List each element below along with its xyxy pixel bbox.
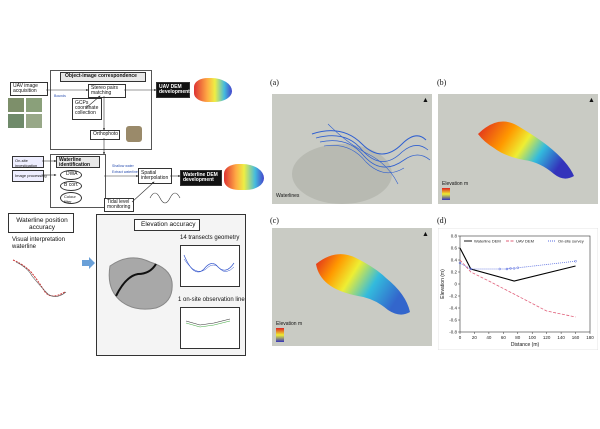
north-arrow-b: ▲ bbox=[588, 97, 595, 104]
waterline-dem-thumbnail bbox=[224, 164, 264, 190]
x-tick-label: 160 bbox=[572, 335, 580, 340]
panel-label-c: (c) bbox=[270, 216, 279, 225]
series-point bbox=[458, 261, 462, 265]
flow-note-extract: Extract waterline bbox=[112, 170, 138, 174]
y-tick-label: 0.6 bbox=[451, 246, 458, 251]
visual-bullet: Visual interpretation waterline bbox=[12, 237, 65, 250]
transects-bullet: 14 transects geometry bbox=[180, 235, 240, 241]
uav-dem-thumbnail bbox=[194, 78, 232, 102]
y-tick-label: 0.8 bbox=[451, 234, 458, 239]
series-line-2 bbox=[459, 260, 576, 270]
y-tick-label: 0.2 bbox=[451, 270, 458, 275]
waterlines-map bbox=[292, 123, 431, 204]
y-tick-label: -0.6 bbox=[449, 318, 457, 323]
y-tick-label: 0.4 bbox=[451, 258, 458, 263]
workflow-flowchart: Object-image correspondence UAV image ac… bbox=[0, 68, 280, 212]
uav-dem-box: UAV DEM development bbox=[156, 82, 190, 98]
series-point bbox=[574, 259, 577, 263]
series-point bbox=[469, 267, 473, 271]
y-tick-label: 0 bbox=[454, 282, 457, 287]
uav-acquisition-box: UAV image acquisition bbox=[10, 82, 48, 96]
elevation-profile-chart: 0 20 40 60 80 100 120 140 160 1800.80.60.40.20-0.… bbox=[438, 228, 598, 350]
onsite-bullet: 1 on-site observation line bbox=[178, 297, 245, 303]
map-panel-c: Elevation m ▲ bbox=[272, 228, 432, 346]
waterline-dem-box: Waterline DEM development bbox=[180, 170, 222, 186]
tidal-monitoring-box: Tidal level monitoring bbox=[104, 198, 134, 212]
waterlines-legend: Waterlines bbox=[276, 193, 300, 199]
uav-photo-1 bbox=[8, 98, 24, 112]
transects-chart-lines bbox=[183, 254, 235, 273]
x-tick-label: 100 bbox=[528, 335, 536, 340]
waterline-sketch bbox=[12, 259, 67, 297]
series-line-1 bbox=[459, 259, 576, 318]
y-axis-label: Elevation (m) bbox=[440, 269, 446, 299]
north-arrow-c: ▲ bbox=[422, 231, 429, 238]
series-line-0 bbox=[459, 247, 576, 282]
y-tick-label: -0.8 bbox=[449, 330, 457, 335]
elevation-legend-b: Elevation m bbox=[442, 181, 469, 187]
uav-photo-3 bbox=[8, 114, 24, 128]
image-processing-box: Image processing bbox=[12, 170, 47, 182]
panel-label-b: (b) bbox=[437, 78, 447, 87]
legend-label: On-site survey bbox=[558, 239, 584, 244]
flowchart-arrows bbox=[42, 88, 181, 204]
y-tick-label: -0.2 bbox=[449, 294, 457, 299]
dwa-ellipse: DWA bbox=[60, 170, 82, 180]
north-arrow-a: ▲ bbox=[422, 97, 429, 104]
bcorr-ellipse: B corr. bbox=[60, 181, 82, 191]
x-tick-label: 120 bbox=[543, 335, 551, 340]
elevation-legend-c: Elevation m bbox=[276, 321, 303, 327]
panel-label-a: (a) bbox=[270, 78, 279, 87]
flow-note-bounds: Bounds bbox=[54, 94, 66, 98]
x-tick-label: 40 bbox=[486, 335, 492, 340]
uav-photo-4 bbox=[26, 114, 42, 128]
flow-note-shallow: Shallow water bbox=[112, 164, 134, 168]
chart-frame bbox=[438, 228, 598, 350]
x-tick-label: 20 bbox=[472, 335, 478, 340]
onsite-investigation-box: On-site investigation bbox=[12, 156, 44, 168]
series-point bbox=[516, 266, 520, 270]
series-point bbox=[512, 267, 516, 270]
flow-arrow-right bbox=[82, 257, 95, 269]
series-point bbox=[498, 267, 501, 271]
x-tick-label: 60 bbox=[501, 335, 507, 340]
map-panel-b: Elevation m ▲ bbox=[438, 94, 598, 204]
gcps-box: GCPs coordinate collection bbox=[72, 98, 102, 120]
x-tick-label: 180 bbox=[586, 335, 594, 340]
orthophoto-thumbnail bbox=[126, 126, 142, 142]
colorbar-b bbox=[442, 188, 450, 200]
x-tick-label: 140 bbox=[557, 335, 565, 340]
object-image-header: Object-image correspondence bbox=[60, 72, 146, 82]
y-tick-label: -0.4 bbox=[449, 306, 457, 311]
waterline-identification-header: Waterline identification bbox=[56, 156, 100, 168]
uav-photo-2 bbox=[26, 98, 42, 112]
x-tick-label: 0 bbox=[459, 335, 462, 340]
elevation-map-c bbox=[316, 254, 410, 315]
waterline-accuracy-title-box: Waterline position accuracy bbox=[8, 213, 74, 233]
series-point bbox=[505, 267, 509, 271]
elevation-accuracy-title-box: Elevation accuracy bbox=[134, 219, 200, 231]
colour-filter-ellipse: Colour filter bbox=[60, 192, 82, 204]
legend-label: Waterline DEM bbox=[474, 239, 501, 244]
elevation-map-b bbox=[478, 121, 574, 179]
onsite-chart bbox=[180, 307, 240, 349]
map-panel-a: Waterlines ▲ bbox=[272, 94, 432, 204]
x-axis-label: Distance (m) bbox=[511, 342, 540, 348]
x-tick-label: 80 bbox=[515, 335, 521, 340]
colorbar-c bbox=[276, 328, 284, 342]
panel-label-d: (d) bbox=[437, 216, 447, 225]
onsite-chart-lines bbox=[185, 318, 231, 328]
legend-label: UAV DEM bbox=[516, 239, 534, 244]
transects-map bbox=[108, 257, 173, 310]
series-point bbox=[509, 267, 512, 270]
